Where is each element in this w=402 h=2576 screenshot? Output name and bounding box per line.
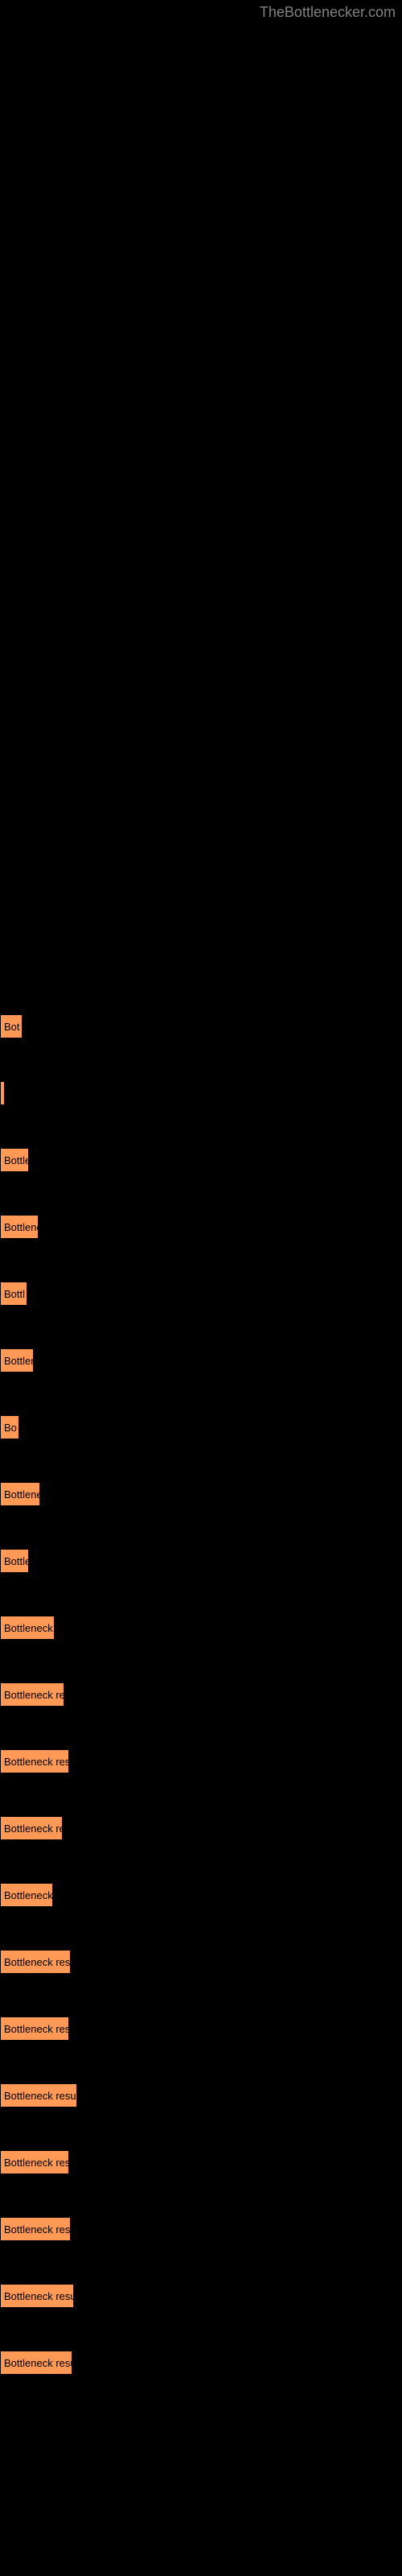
bar: Bottlenec [0, 1482, 40, 1506]
watermark: TheBottlenecker.com [260, 4, 396, 21]
bar-row: Bottleneck result [0, 2351, 402, 2375]
bar-row: Bottleneck r [0, 1883, 402, 1907]
bar: Bottlen [0, 1348, 34, 1373]
bar: Bottle [0, 1549, 29, 1573]
bar-row: Bottleneck result [0, 2217, 402, 2241]
bar-row: Bottlen [0, 1348, 402, 1373]
bar-row: Bottlenec [0, 1482, 402, 1506]
bar: Bottleneck result [0, 2017, 69, 2041]
bar: Bottle [0, 1148, 29, 1172]
bar-row [0, 1081, 402, 1105]
bar-chart: Bot Bottle Bottlenec Bottl Bottlen Bo Bottlene… [0, 0, 402, 2375]
bar: Bottleneck resu [0, 1816, 63, 1840]
bar-row: Bot [0, 1014, 402, 1038]
bar-row: Bottleneck results [0, 1950, 402, 1974]
bar-row: Bottleneck result [0, 2017, 402, 2041]
bar: Bottleneck result [0, 2351, 72, 2375]
bar-row: Bottle [0, 1148, 402, 1172]
bar: Bottleneck result [0, 2217, 71, 2241]
bar: Bottleneck results [0, 1950, 71, 1974]
bar-row: Bottle [0, 1549, 402, 1573]
bar: Bottleneck res [0, 1682, 64, 1707]
bar-row: Bottl [0, 1282, 402, 1306]
bar: Bottl [0, 1282, 27, 1306]
bar-row: Bottleneck results [0, 1749, 402, 1773]
bar-row: Bottleneck result [0, 2150, 402, 2174]
bar-row: Bottlenec [0, 1215, 402, 1239]
bar [0, 1081, 5, 1105]
bar-row: Bottleneck re [0, 1616, 402, 1640]
bar: Bo [0, 1415, 19, 1439]
bar: Bottleneck r [0, 1883, 53, 1907]
bar-row: Bo [0, 1415, 402, 1439]
bar-row: Bottleneck resu [0, 1816, 402, 1840]
bar: Bottleneck re [0, 1616, 55, 1640]
bar-row: Bottleneck res [0, 1682, 402, 1707]
bar-row: Bottleneck result [0, 2284, 402, 2308]
bar: Bottleneck results [0, 1749, 69, 1773]
bar: Bottlenec [0, 1215, 39, 1239]
bar: Bot [0, 1014, 23, 1038]
bar: Bottleneck result [0, 2083, 77, 2107]
bar: Bottleneck result [0, 2284, 74, 2308]
bar: Bottleneck result [0, 2150, 69, 2174]
bar-row: Bottleneck result [0, 2083, 402, 2107]
